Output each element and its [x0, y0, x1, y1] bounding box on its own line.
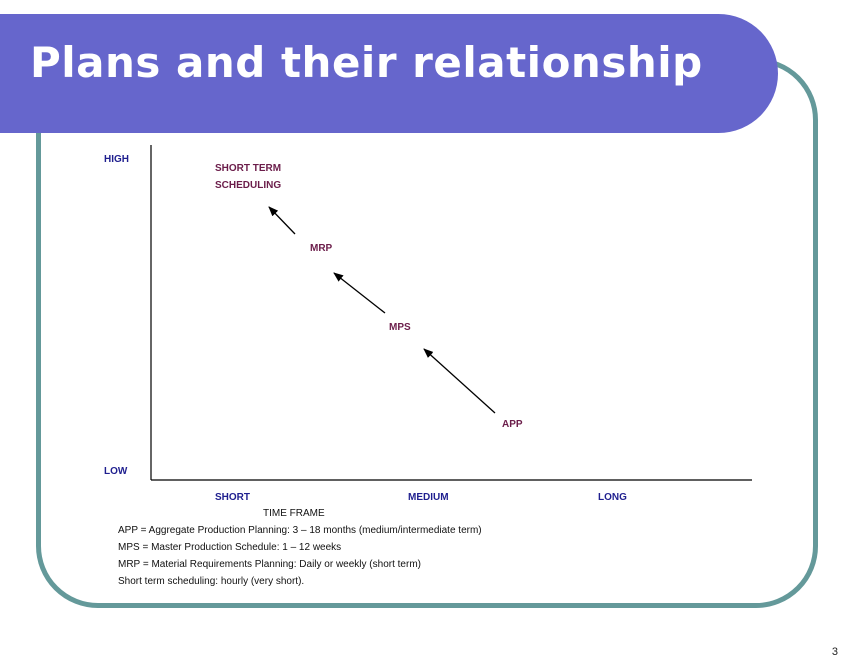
note-mps: MPS = Master Production Schedule: 1 – 12…	[118, 542, 342, 553]
note-app: APP = Aggregate Production Planning: 3 –…	[118, 525, 482, 536]
y-axis-low-label: LOW	[104, 466, 128, 477]
x-axis-long-label: LONG	[598, 492, 627, 503]
mps-label: MPS	[389, 322, 411, 333]
x-axis-caption: TIME FRAME	[263, 508, 325, 519]
title-bar	[0, 14, 778, 133]
short-term-label-line1: SHORT TERM	[215, 163, 282, 174]
arrow-app-to-mps	[423, 348, 496, 414]
x-axis-medium-label: MEDIUM	[408, 492, 449, 503]
app-label: APP	[502, 419, 523, 430]
note-short-term: Short term scheduling: hourly (very shor…	[118, 576, 305, 587]
x-axis-short-label: SHORT	[215, 492, 250, 503]
page-number: 3	[831, 646, 838, 658]
arrow-mps-to-mrp	[333, 272, 386, 314]
slide-title: Plans and their relationship	[30, 38, 703, 87]
note-mrp: MRP = Material Requirements Planning: Da…	[118, 559, 421, 570]
y-axis-high-label: HIGH	[104, 154, 129, 165]
mrp-label: MRP	[310, 243, 333, 254]
arrow-mrp-to-scheduling	[268, 206, 296, 235]
short-term-label-line2: SCHEDULING	[215, 180, 282, 191]
